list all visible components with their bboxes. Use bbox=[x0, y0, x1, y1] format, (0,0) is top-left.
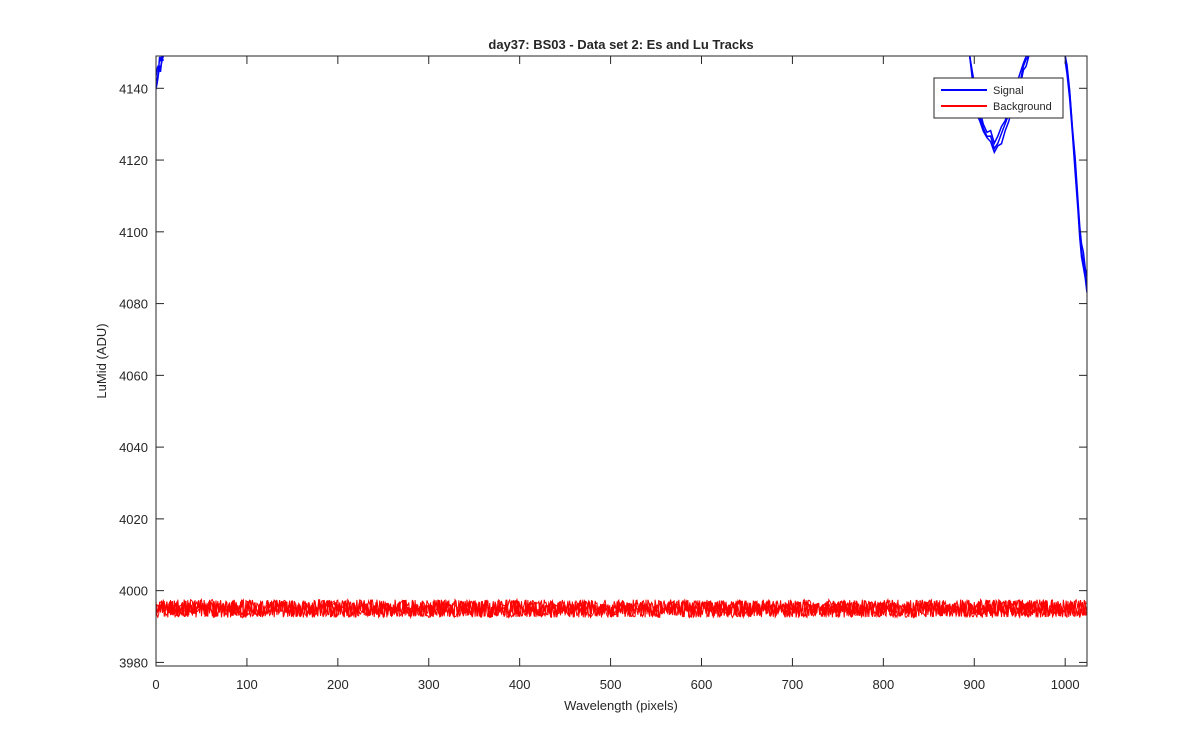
legend-label-background: Background bbox=[993, 101, 1052, 113]
x-tick-label: 400 bbox=[509, 677, 531, 692]
signal-series-line bbox=[156, 56, 165, 82]
x-tick-label: 300 bbox=[418, 677, 440, 692]
y-tick-label: 4060 bbox=[119, 368, 148, 383]
y-tick-label: 4080 bbox=[119, 297, 148, 312]
y-tick-label: 4100 bbox=[119, 225, 148, 240]
y-tick-label: 4000 bbox=[119, 584, 148, 599]
ticks-layer: 0 100 200 300 400 500 600 700 800 900 1000 3980 4000… bbox=[119, 56, 1087, 692]
x-tick-label: 1000 bbox=[1051, 677, 1080, 692]
x-tick-label: 600 bbox=[691, 677, 713, 692]
x-tick-label: 900 bbox=[963, 677, 985, 692]
x-tick-label: 100 bbox=[236, 677, 258, 692]
background-series-line bbox=[156, 598, 1087, 620]
axes-box bbox=[155, 55, 1088, 667]
signal-series-line bbox=[1064, 56, 1087, 278]
x-tick-label: 800 bbox=[872, 677, 894, 692]
x-tick-label: 0 bbox=[152, 677, 159, 692]
legend: Signal Background bbox=[933, 77, 1064, 119]
legend-label-signal: Signal bbox=[993, 85, 1024, 97]
y-tick-label: 3980 bbox=[119, 655, 148, 670]
x-axis-label: Wavelength (pixels) bbox=[564, 698, 678, 713]
x-tick-label: 200 bbox=[327, 677, 349, 692]
legend-box bbox=[933, 77, 1064, 119]
y-tick-label: 4040 bbox=[119, 440, 148, 455]
x-tick-label: 700 bbox=[782, 677, 804, 692]
x-tick-label: 500 bbox=[600, 677, 622, 692]
y-tick-label: 4120 bbox=[119, 153, 148, 168]
y-axis-label: LuMid (ADU) bbox=[94, 323, 109, 398]
y-tick-label: 4020 bbox=[119, 512, 148, 527]
chart-title: day37: BS03 - Data set 2: Es and Lu Trac… bbox=[488, 37, 753, 52]
y-tick-label: 4140 bbox=[119, 81, 148, 96]
axes-background bbox=[156, 56, 1087, 666]
